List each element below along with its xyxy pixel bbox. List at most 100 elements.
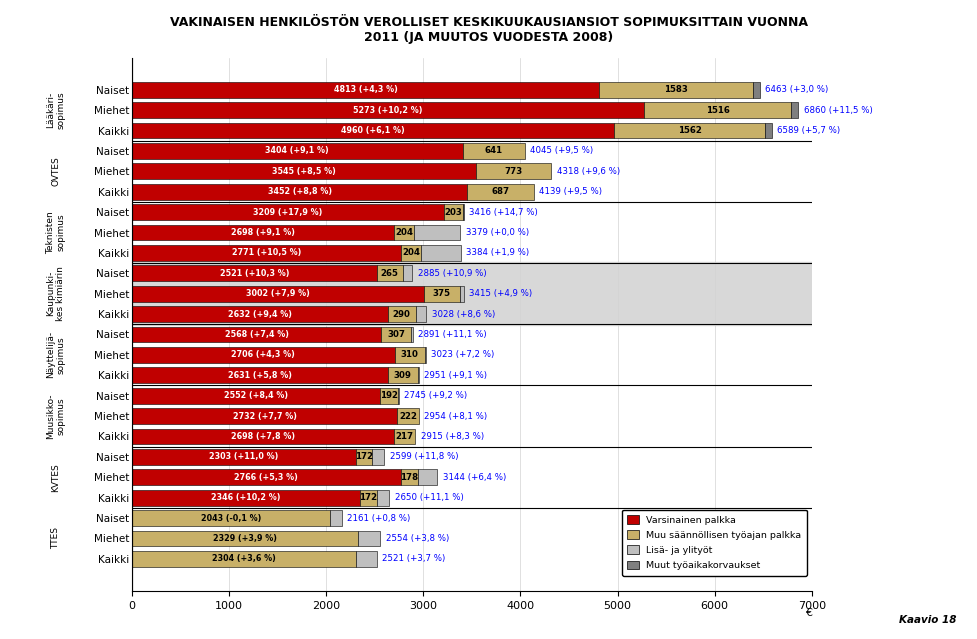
Text: TTES: TTES xyxy=(51,527,60,550)
Text: 2568 (+7,4 %): 2568 (+7,4 %) xyxy=(225,330,288,339)
Bar xyxy=(413,224,459,240)
Text: Kaupunki-
kes kimiärin: Kaupunki- kes kimiärin xyxy=(46,266,65,321)
Text: 375: 375 xyxy=(432,289,450,298)
Bar xyxy=(397,408,418,424)
Text: 290: 290 xyxy=(393,309,410,319)
Bar xyxy=(376,265,403,281)
Bar xyxy=(765,123,771,139)
Text: 172: 172 xyxy=(355,452,372,461)
Bar xyxy=(132,347,395,363)
Text: Näyttelijä-
sopimus: Näyttelijä- sopimus xyxy=(46,332,65,378)
Bar xyxy=(387,306,415,322)
Text: 6463 (+3,0 %): 6463 (+3,0 %) xyxy=(764,85,828,94)
Text: 265: 265 xyxy=(380,269,399,278)
Text: 2521 (+3,7 %): 2521 (+3,7 %) xyxy=(382,555,446,564)
Text: 2329 (+3,9 %): 2329 (+3,9 %) xyxy=(213,534,276,543)
Bar xyxy=(132,204,444,220)
Text: 3404 (+9,1 %): 3404 (+9,1 %) xyxy=(265,146,329,155)
Text: 2554 (+3,8 %): 2554 (+3,8 %) xyxy=(385,534,448,543)
Text: Lääkäri-
sopimus: Lääkäri- sopimus xyxy=(46,91,65,129)
Text: 4045 (+9,5 %): 4045 (+9,5 %) xyxy=(530,146,593,155)
Bar xyxy=(417,469,437,485)
Text: 2706 (+4,3 %): 2706 (+4,3 %) xyxy=(232,350,295,359)
Bar xyxy=(417,367,418,383)
Bar xyxy=(132,184,467,199)
Text: 5273 (+10,2 %): 5273 (+10,2 %) xyxy=(353,105,422,114)
Bar xyxy=(132,510,330,526)
Bar xyxy=(132,265,376,281)
Bar xyxy=(387,367,417,383)
Text: 2891 (+11,1 %): 2891 (+11,1 %) xyxy=(418,330,487,339)
Text: 2698 (+7,8 %): 2698 (+7,8 %) xyxy=(231,432,295,441)
Text: 2303 (+11,0 %): 2303 (+11,0 %) xyxy=(209,452,278,461)
Text: 3452 (+8,8 %): 3452 (+8,8 %) xyxy=(268,187,331,196)
Text: 3209 (+17,9 %): 3209 (+17,9 %) xyxy=(253,208,322,217)
Bar xyxy=(752,82,759,98)
Bar xyxy=(356,449,372,465)
Bar xyxy=(444,204,463,220)
Bar xyxy=(132,306,387,322)
Text: VAKINAISEN HENKILÖSTÖN VEROLLISET KESKIKUUKAUSIANSIOT SOPIMUKSITTAIN VUONNA
2011: VAKINAISEN HENKILÖSTÖN VEROLLISET KESKIK… xyxy=(170,16,807,44)
Bar xyxy=(132,367,387,383)
Text: 3384 (+1,9 %): 3384 (+1,9 %) xyxy=(466,249,529,258)
Bar xyxy=(330,510,342,526)
Text: 2304 (+3,6 %): 2304 (+3,6 %) xyxy=(212,555,276,564)
Bar xyxy=(132,429,394,445)
Text: 2745 (+9,2 %): 2745 (+9,2 %) xyxy=(404,391,467,400)
Text: 222: 222 xyxy=(399,412,416,420)
Bar xyxy=(132,530,358,546)
Text: 3002 (+7,9 %): 3002 (+7,9 %) xyxy=(245,289,310,298)
Text: 307: 307 xyxy=(387,330,404,339)
Bar xyxy=(599,82,752,98)
Text: 2161 (+0,8 %): 2161 (+0,8 %) xyxy=(347,514,410,523)
Text: 204: 204 xyxy=(395,228,412,237)
Text: 687: 687 xyxy=(491,187,509,196)
Bar xyxy=(132,449,356,465)
Bar xyxy=(381,327,410,343)
Bar xyxy=(132,164,476,180)
Bar xyxy=(459,286,463,302)
Bar xyxy=(401,469,417,485)
Bar xyxy=(132,551,356,567)
Text: OVTES: OVTES xyxy=(51,157,60,186)
Text: 2732 (+7,7 %): 2732 (+7,7 %) xyxy=(233,412,296,420)
Text: 2954 (+8,1 %): 2954 (+8,1 %) xyxy=(424,412,488,420)
Bar xyxy=(403,265,411,281)
Text: 4813 (+4,3 %): 4813 (+4,3 %) xyxy=(333,85,398,94)
Text: 310: 310 xyxy=(401,350,418,359)
Text: Teknisten
sopimus: Teknisten sopimus xyxy=(46,211,65,254)
Bar xyxy=(644,102,790,118)
Text: 2766 (+5,3 %): 2766 (+5,3 %) xyxy=(234,473,298,482)
Bar xyxy=(379,388,398,404)
Text: 172: 172 xyxy=(359,493,377,502)
Bar xyxy=(394,429,414,445)
Text: 641: 641 xyxy=(485,146,502,155)
Text: 4139 (+9,5 %): 4139 (+9,5 %) xyxy=(539,187,602,196)
Text: 2698 (+9,1 %): 2698 (+9,1 %) xyxy=(231,228,295,237)
Text: 1562: 1562 xyxy=(677,126,701,135)
Bar xyxy=(132,102,644,118)
Bar xyxy=(132,327,381,343)
Text: 204: 204 xyxy=(402,249,419,258)
Text: 2632 (+9,4 %): 2632 (+9,4 %) xyxy=(228,309,291,319)
Text: 2631 (+5,8 %): 2631 (+5,8 %) xyxy=(228,371,291,380)
Text: 3545 (+8,5 %): 3545 (+8,5 %) xyxy=(272,167,336,176)
Text: 3415 (+4,9 %): 3415 (+4,9 %) xyxy=(469,289,531,298)
Text: KVTES: KVTES xyxy=(51,463,60,491)
Text: 2650 (+11,1 %): 2650 (+11,1 %) xyxy=(395,493,463,502)
Bar xyxy=(790,102,797,118)
Text: 309: 309 xyxy=(393,371,411,380)
Bar xyxy=(376,489,389,505)
Text: 2599 (+11,8 %): 2599 (+11,8 %) xyxy=(390,452,458,461)
Bar xyxy=(394,224,413,240)
Bar xyxy=(423,286,459,302)
Bar xyxy=(132,123,613,139)
Bar xyxy=(476,164,551,180)
Text: 2346 (+10,2 %): 2346 (+10,2 %) xyxy=(211,493,280,502)
Text: 2521 (+10,3 %): 2521 (+10,3 %) xyxy=(220,269,289,278)
Bar xyxy=(395,347,424,363)
Bar xyxy=(401,245,420,261)
Text: 6589 (+5,7 %): 6589 (+5,7 %) xyxy=(777,126,839,135)
Bar xyxy=(462,143,525,159)
Text: 3416 (+14,7 %): 3416 (+14,7 %) xyxy=(469,208,537,217)
